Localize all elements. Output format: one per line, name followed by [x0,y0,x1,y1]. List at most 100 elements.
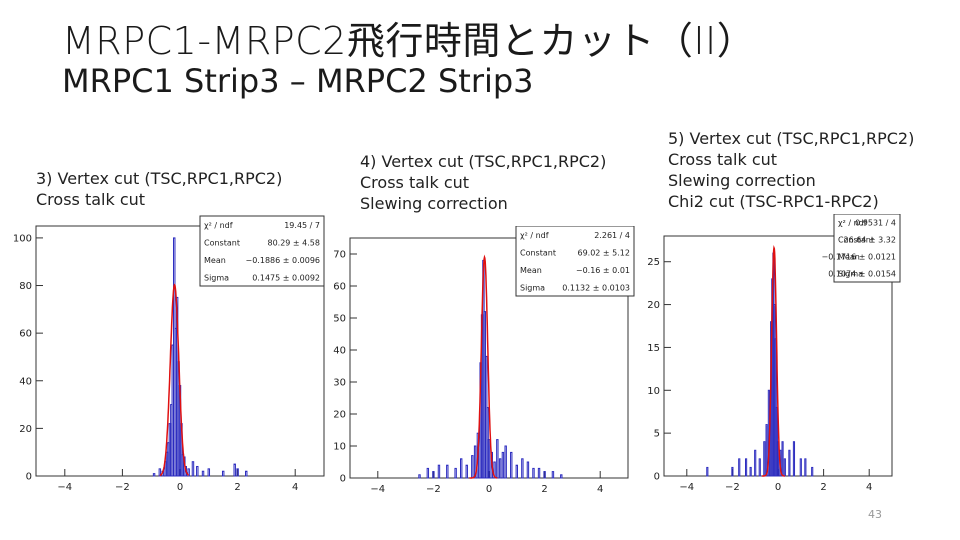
y-tick-label: 30 [333,378,346,389]
histogram-bin [706,466,709,477]
x-tick-label: −4 [370,484,385,495]
fit-stat-value: −0.1716 ± 0.0121 [822,253,896,262]
histogram-bin [783,458,786,477]
fit-stat-value: 80.29 ± 4.58 [267,238,320,247]
fit-stat-name: Constant [204,238,240,247]
x-tick-label: −2 [725,482,740,493]
histogram-bin [776,441,780,477]
histogram-bin [811,466,814,477]
histogram-bin [187,468,190,477]
histogram-bin [236,468,239,477]
histogram-bin [158,468,162,477]
histogram-bin [510,451,513,479]
y-tick-label: 20 [19,424,32,435]
y-tick-label: 15 [647,343,660,354]
fit-stats-frame [833,214,901,283]
fit-stat-value: 0.1132 ± 0.0103 [562,283,630,292]
histogram-panel-1: −4 −2 0 2 4 0 20 40 60 80 100 χ² / ndf 19.45 / 7 Cons… [8,214,326,496]
fit-stat-name: Constant [520,248,556,257]
histogram-bin [781,441,784,477]
y-tick-label: 10 [647,386,660,397]
histogram-bin [758,458,761,477]
y-tick-label: 20 [647,300,660,311]
histogram-bin [749,466,752,477]
panel-1-caption: 3) Vertex cut (TSC,RPC1,RPC2) Cross talk… [36,169,283,209]
fit-stats-frame [199,215,325,287]
fit-stat-value: 2.261 / 4 [594,231,630,240]
y-tick-label: 100 [13,233,32,244]
histogram-bin [233,463,236,477]
x-tick-label: 4 [292,482,298,493]
fit-stat-value: 0.1475 ± 0.0092 [252,273,320,282]
histogram-bin [152,473,156,477]
histogram-bin [804,458,807,477]
histogram-bin [504,445,507,479]
fit-stat-name: Mean [520,266,542,275]
y-tick-label: 20 [333,410,346,421]
y-tick-label: 60 [19,329,32,340]
y-tick-label: 60 [333,282,346,293]
x-tick-label: 4 [597,484,603,495]
histogram-bin [496,439,499,479]
y-tick-label: 0 [654,472,660,483]
histogram-bin [799,458,802,477]
fit-stat-name: Sigma [204,273,229,282]
histogram-panel-3: −4 −2 0 2 4 0 5 10 15 20 25 χ² / ndf 0.9531 / 4 Const… [640,214,902,496]
slide-subtitle: MRPC1 Strip3 – MRPC2 Strip3 [62,62,534,100]
fit-stat-name: χ² / ndf [838,219,867,228]
histogram-bin [196,465,199,477]
fit-stats-box: χ² / ndf 19.45 / 7 Constant 80.29 ± 4.58 Mea… [199,215,325,287]
histogram-bin [521,458,524,479]
x-tick-label: −2 [426,484,441,495]
histogram-bin [515,464,518,479]
panel-3-caption: 5) Vertex cut (TSC,RPC1,RPC2) Cross talk… [668,129,915,211]
fit-stats-box: χ² / ndf 2.261 / 4 Constant 69.02 ± 5.12 Mea… [515,226,635,297]
x-tick-label: 2 [541,484,547,495]
fit-stat-value: −0.1886 ± 0.0096 [246,256,320,265]
histogram-bin [191,461,195,477]
histogram-bin [432,471,435,479]
slide-title: MRPC1-MRPC2飛行時間とカット（II） [62,19,756,63]
fit-stat-name: Mean [838,253,860,262]
histogram-bin [471,455,474,479]
gaussian-fit-curve [159,283,190,477]
histogram-bin [526,461,530,479]
histogram-bin [763,441,766,477]
y-tick-label: 50 [333,314,346,325]
histogram-bin [792,441,796,477]
histogram-bin [532,467,535,479]
x-tick-label: −2 [115,482,130,493]
histogram-bin [460,458,463,479]
y-tick-label: 0 [340,474,346,485]
histogram-bin [543,471,546,479]
y-tick-label: 10 [333,442,346,453]
x-tick-label: −4 [57,482,72,493]
y-tick-label: 70 [333,250,346,261]
histogram-bin [731,466,734,477]
y-tick-label: 5 [654,429,660,440]
x-tick-label: 0 [775,482,781,493]
histogram-bin [207,468,211,477]
fit-stat-value: −0.16 ± 0.01 [576,266,630,275]
fit-stat-name: Constant [838,236,874,245]
x-tick-label: 2 [820,482,826,493]
x-tick-label: 0 [486,484,492,495]
histogram-bin [765,424,768,477]
histogram-bin [560,474,563,479]
y-tick-label: 40 [19,376,32,387]
histogram-bin [473,445,477,479]
histogram-bin [501,451,505,479]
histogram-bin [551,471,555,479]
histogram-bin [418,474,421,479]
fit-stat-name: Mean [204,256,226,265]
histogram-bin [426,467,430,479]
gaussian-fit-curve [762,244,785,477]
fit-stat-value: 0.1074 ± 0.0154 [828,270,896,279]
y-tick-label: 40 [333,346,346,357]
histogram-bin [498,458,502,479]
